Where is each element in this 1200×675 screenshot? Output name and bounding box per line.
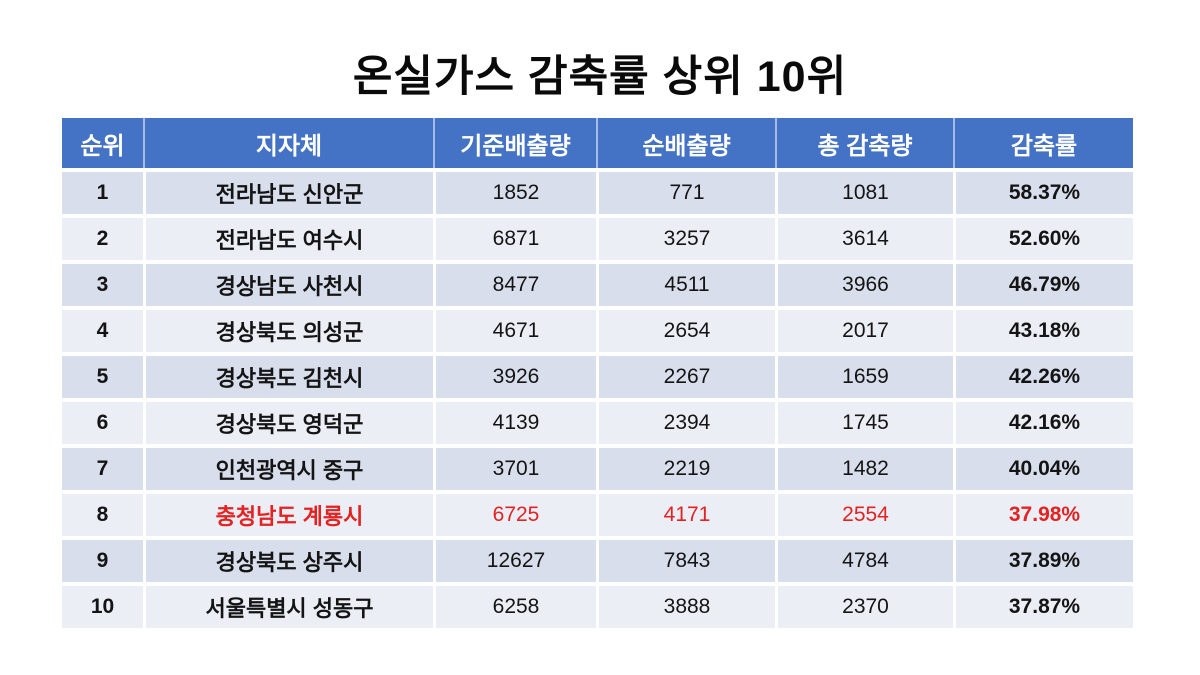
cell-net-emissions: 771 (596, 172, 775, 214)
cell-total-reduction: 2370 (775, 586, 953, 628)
table-header-row: 순위 지자체 기준배출량 순배출량 총 감축량 감축률 (62, 118, 1133, 168)
table-row: 2 전라남도 여수시 6871 3257 3614 52.60% (62, 218, 1133, 260)
cell-reduction-rate: 52.60% (953, 218, 1133, 260)
cell-rank: 8 (62, 494, 143, 536)
cell-net-emissions: 2267 (596, 356, 775, 398)
cell-rank: 10 (62, 586, 143, 628)
table-row: 5 경상북도 김천시 3926 2267 1659 42.26% (62, 356, 1133, 398)
table-row: 3 경상남도 사천시 8477 4511 3966 46.79% (62, 264, 1133, 306)
cell-municipality: 경상북도 상주시 (143, 540, 433, 582)
cell-base-emissions: 6725 (433, 494, 596, 536)
page-title: 온실가스 감축률 상위 10위 (352, 53, 848, 101)
header-net: 순배출량 (596, 118, 775, 168)
cell-rank: 1 (62, 172, 143, 214)
cell-municipality: 서울특별시 성동구 (143, 586, 433, 628)
cell-reduction-rate: 42.26% (953, 356, 1133, 398)
header-rank: 순위 (62, 118, 143, 168)
table-body: 1 전라남도 신안군 1852 771 1081 58.37% 2 전라남도 여… (62, 172, 1133, 628)
cell-reduction-rate: 58.37% (953, 172, 1133, 214)
cell-net-emissions: 4511 (596, 264, 775, 306)
header-base: 기준배출량 (433, 118, 596, 168)
cell-net-emissions: 3888 (596, 586, 775, 628)
cell-municipality: 경상남도 사천시 (143, 264, 433, 306)
cell-base-emissions: 4671 (433, 310, 596, 352)
cell-rank: 9 (62, 540, 143, 582)
cell-reduction-rate: 46.79% (953, 264, 1133, 306)
cell-rank: 7 (62, 448, 143, 490)
cell-base-emissions: 1852 (433, 172, 596, 214)
header-total: 총 감축량 (775, 118, 953, 168)
table-row: 4 경상북도 의성군 4671 2654 2017 43.18% (62, 310, 1133, 352)
table-row: 6 경상북도 영덕군 4139 2394 1745 42.16% (62, 402, 1133, 444)
table-row: 7 인천광역시 중구 3701 2219 1482 40.04% (62, 448, 1133, 490)
cell-base-emissions: 3701 (433, 448, 596, 490)
cell-total-reduction: 1482 (775, 448, 953, 490)
cell-municipality: 전라남도 여수시 (143, 218, 433, 260)
cell-net-emissions: 3257 (596, 218, 775, 260)
cell-rank: 4 (62, 310, 143, 352)
rank-table: 순위 지자체 기준배출량 순배출량 총 감축량 감축률 1 전라남도 신안군 1… (62, 114, 1133, 632)
header-rate: 감축률 (953, 118, 1133, 168)
cell-rank: 5 (62, 356, 143, 398)
cell-total-reduction: 2554 (775, 494, 953, 536)
cell-municipality: 경상북도 영덕군 (143, 402, 433, 444)
cell-net-emissions: 4171 (596, 494, 775, 536)
cell-total-reduction: 4784 (775, 540, 953, 582)
cell-base-emissions: 8477 (433, 264, 596, 306)
cell-reduction-rate: 37.98% (953, 494, 1133, 536)
cell-reduction-rate: 43.18% (953, 310, 1133, 352)
cell-rank: 3 (62, 264, 143, 306)
cell-reduction-rate: 42.16% (953, 402, 1133, 444)
cell-net-emissions: 2394 (596, 402, 775, 444)
cell-municipality: 경상북도 의성군 (143, 310, 433, 352)
table-row: 8 충청남도 계룡시 6725 4171 2554 37.98% (62, 494, 1133, 536)
cell-base-emissions: 12627 (433, 540, 596, 582)
cell-rank: 2 (62, 218, 143, 260)
cell-municipality: 인천광역시 중구 (143, 448, 433, 490)
cell-base-emissions: 4139 (433, 402, 596, 444)
cell-total-reduction: 1745 (775, 402, 953, 444)
cell-total-reduction: 3966 (775, 264, 953, 306)
table-row: 10 서울특별시 성동구 6258 3888 2370 37.87% (62, 586, 1133, 628)
cell-base-emissions: 6871 (433, 218, 596, 260)
cell-total-reduction: 3614 (775, 218, 953, 260)
cell-reduction-rate: 40.04% (953, 448, 1133, 490)
cell-base-emissions: 3926 (433, 356, 596, 398)
cell-reduction-rate: 37.87% (953, 586, 1133, 628)
table-header: 순위 지자체 기준배출량 순배출량 총 감축량 감축률 (62, 118, 1133, 168)
header-name: 지자체 (143, 118, 433, 168)
cell-rank: 6 (62, 402, 143, 444)
cell-total-reduction: 1081 (775, 172, 953, 214)
cell-net-emissions: 2654 (596, 310, 775, 352)
cell-net-emissions: 7843 (596, 540, 775, 582)
cell-municipality: 전라남도 신안군 (143, 172, 433, 214)
cell-municipality: 경상북도 김천시 (143, 356, 433, 398)
cell-net-emissions: 2219 (596, 448, 775, 490)
table-row: 1 전라남도 신안군 1852 771 1081 58.37% (62, 172, 1133, 214)
cell-reduction-rate: 37.89% (953, 540, 1133, 582)
cell-municipality: 충청남도 계룡시 (143, 494, 433, 536)
table-row: 9 경상북도 상주시 12627 7843 4784 37.89% (62, 540, 1133, 582)
cell-base-emissions: 6258 (433, 586, 596, 628)
cell-total-reduction: 2017 (775, 310, 953, 352)
cell-total-reduction: 1659 (775, 356, 953, 398)
